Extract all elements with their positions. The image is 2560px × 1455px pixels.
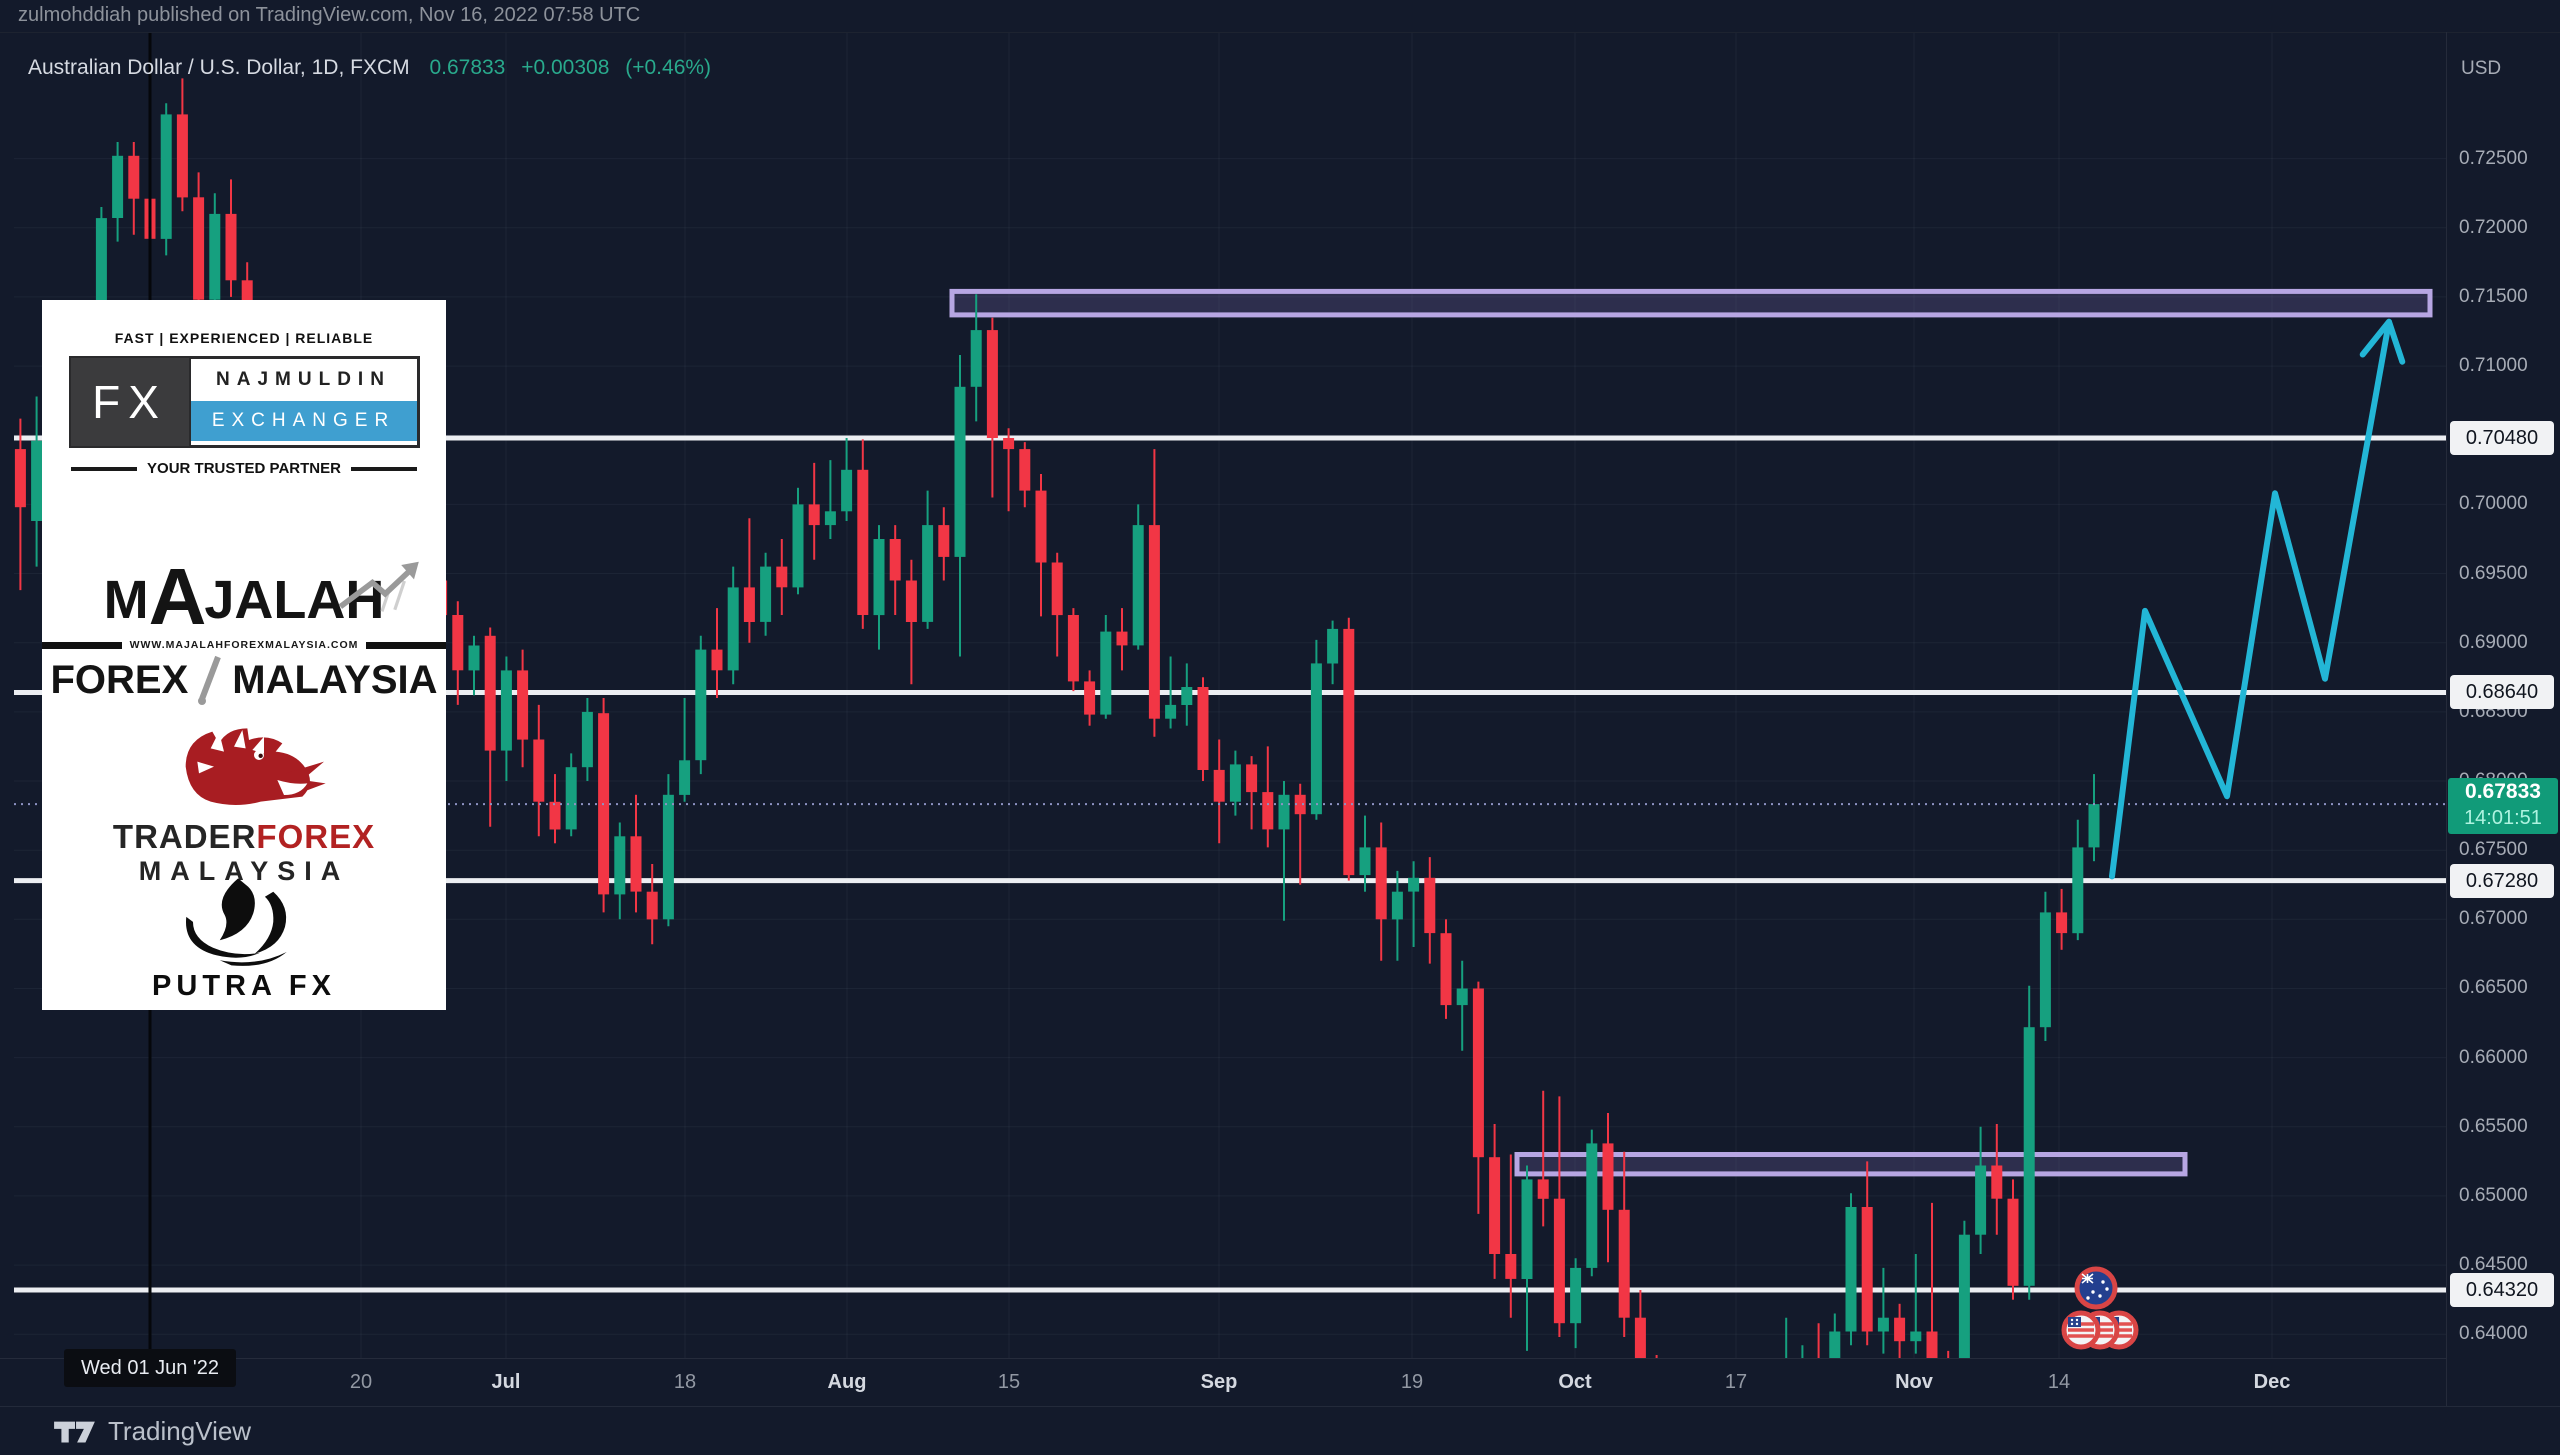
price-tick-label: 0.72500: [2459, 147, 2528, 169]
majalah-title: M: [103, 570, 149, 630]
time-tick-month: Aug: [827, 1371, 867, 1393]
divider: [71, 466, 138, 471]
najmuldin-slogan: YOUR TRUSTED PARTNER: [147, 460, 341, 477]
divider: [350, 466, 417, 471]
level-price-badge: 0.67280: [2450, 863, 2554, 898]
symbol-title[interactable]: Australian Dollar / U.S. Dollar, 1D, FXC…: [28, 56, 410, 79]
majalah-word-forex: FOREX: [50, 657, 189, 702]
time-tick-day: 14: [2047, 1371, 2071, 1393]
symbol-legend[interactable]: Australian Dollar / U.S. Dollar, 1D, FXC…: [28, 56, 711, 80]
crosshair-date-label: Wed 01 Jun '22: [64, 1349, 236, 1387]
time-tick-day: 19: [1400, 1371, 1424, 1393]
tiger-icon: [185, 728, 326, 805]
price-tick-label: 0.71500: [2459, 285, 2528, 307]
tradingview-attribution-bar: TradingView: [0, 1406, 2560, 1455]
legend-change-percent: (+0.46%): [625, 56, 712, 79]
traderforex-word2: FOREX: [256, 818, 376, 855]
traderforex-word1: TRADER: [112, 818, 257, 855]
us-flag-coins-sticker: [2061, 1310, 2139, 1350]
price-tick-label: 0.64500: [2459, 1254, 2528, 1276]
divider: [42, 641, 122, 649]
level-price-badge: 0.68640: [2450, 675, 2554, 710]
time-tick-day: 17: [1724, 1371, 1748, 1393]
time-tick-month: Dec: [2253, 1371, 2291, 1393]
current-price-badge: 0.67833 14:01:51: [2448, 778, 2558, 834]
sponsor-logos-overlay: FAST | EXPERIENCED | RELIABLE FX NAJMULD…: [42, 300, 446, 1010]
price-tick-label: 0.69500: [2459, 562, 2528, 584]
supply-zone-box: [949, 288, 2433, 318]
legend-last-price: 0.67833: [429, 56, 506, 79]
up-arrow-icon: [338, 561, 419, 612]
putra-fx-name: PUTRA FX: [152, 970, 336, 1002]
flame-icon: [185, 878, 287, 966]
putra-fx-logo: PUTRA FX: [42, 873, 446, 1010]
najmuldin-name: NAJMULDIN: [190, 359, 417, 401]
majalah-forex-malaysia-logo: MAJALAH WWW.MAJALAHFOREXMALAYSIA.COM FOR…: [42, 555, 446, 713]
time-axis[interactable]: Wed 01 Jun '22 20 Jul 18 Aug 15 Sep 19 Oct 17 Nov…: [0, 1349, 2446, 1407]
price-tick-label: 0.67000: [2459, 908, 2528, 930]
arrow-head-icon: [2359, 318, 2406, 365]
price-tick-label: 0.64000: [2459, 1323, 2528, 1345]
slash-icon: [198, 655, 222, 705]
demand-zone-box: [1514, 1152, 2188, 1177]
quote-currency-label: USD: [2461, 58, 2502, 79]
majalah-word-malaysia: MALAYSIA: [232, 657, 438, 702]
divider: [366, 641, 446, 649]
price-tick-label: 0.67500: [2459, 839, 2528, 861]
najmuldin-exchanger-logo: FAST | EXPERIENCED | RELIABLE FX NAJMULD…: [42, 300, 446, 555]
projection-arrow: [2109, 318, 2392, 880]
exchanger-label: EXCHANGER: [190, 401, 417, 441]
tradingview-brand-link[interactable]: TradingView: [108, 1415, 252, 1446]
price-tick-label: 0.69000: [2459, 631, 2528, 653]
publish-info-bar: zulmohddiah published on TradingView.com…: [0, 0, 2560, 33]
najmuldin-tagline: FAST | EXPERIENCED | RELIABLE: [114, 330, 374, 346]
price-tick-label: 0.65500: [2459, 1115, 2528, 1137]
level-price-badge: 0.64320: [2450, 1273, 2554, 1307]
time-tick-day: 20: [349, 1371, 373, 1393]
australia-flag-sticker: [2074, 1266, 2118, 1310]
publish-info-text: zulmohddiah published on TradingView.com…: [18, 4, 641, 26]
time-tick-day: 18: [673, 1371, 697, 1393]
bar-countdown: 14:01:51: [2464, 807, 2542, 829]
tradingview-logo-icon: [54, 1421, 95, 1443]
price-tick-label: 0.70000: [2459, 493, 2528, 515]
trader-forex-malaysia-logo: TRADERFOREX MALAYSIA: [42, 713, 446, 886]
time-tick-month: Nov: [1895, 1371, 1933, 1393]
price-tick-label: 0.66000: [2459, 1046, 2528, 1068]
price-tick-label: 0.65000: [2459, 1184, 2528, 1206]
price-axis[interactable]: USD 0.67833 14:01:51 0.72500 0.72000 0.715…: [2446, 32, 2560, 1406]
price-tick-label: 0.71000: [2459, 355, 2528, 377]
fx-mark: FX: [68, 356, 191, 448]
price-tick-label: 0.66500: [2459, 977, 2528, 999]
time-tick-month: Oct: [1558, 1371, 1592, 1393]
majalah-url: WWW.MAJALAHFOREXMALAYSIA.COM: [129, 639, 359, 651]
time-tick-month: Sep: [1200, 1371, 1238, 1393]
legend-change: +0.00308: [521, 56, 610, 79]
current-price-value: 0.67833: [2465, 780, 2541, 803]
price-tick-label: 0.72000: [2459, 216, 2528, 238]
time-tick-month: Jul: [491, 1371, 521, 1393]
time-tick-day: 15: [997, 1371, 1021, 1393]
level-price-badge: 0.70480: [2450, 421, 2554, 455]
